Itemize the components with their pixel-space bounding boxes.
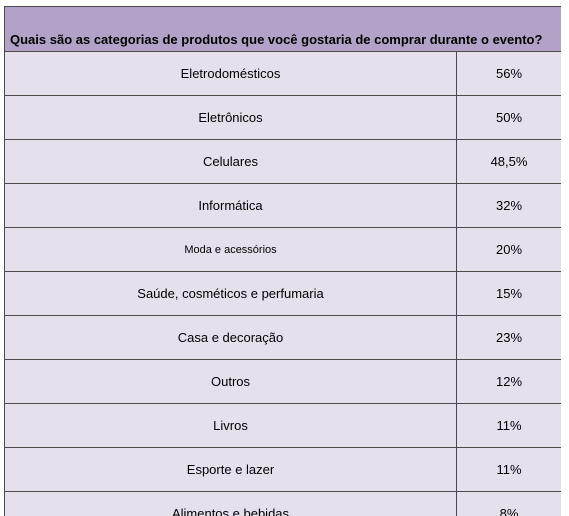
table-row: Esporte e lazer 11% [4, 447, 561, 492]
percent-cell: 8% [456, 491, 561, 516]
category-cell: Moda e acessórios [4, 227, 457, 272]
table-row: Celulares 48,5% [4, 139, 561, 184]
table-row: Saúde, cosméticos e perfumaria 15% [4, 271, 561, 316]
percent-cell: 11% [456, 403, 561, 448]
category-cell: Casa e decoração [4, 315, 457, 360]
category-cell: Esporte e lazer [4, 447, 457, 492]
table-row: Eletrodomésticos 56% [4, 51, 561, 96]
percent-cell: 20% [456, 227, 561, 272]
table-row: Moda e acessórios 20% [4, 227, 561, 272]
percent-cell: 32% [456, 183, 561, 228]
table-row: Outros 12% [4, 359, 561, 404]
percent-cell: 48,5% [456, 139, 561, 184]
table-header-row: Quais são as categorias de produtos que … [4, 6, 561, 52]
category-cell: Celulares [4, 139, 457, 184]
percent-cell: 50% [456, 95, 561, 140]
category-cell: Eletrônicos [4, 95, 457, 140]
survey-table-container: Quais são as categorias de produtos que … [4, 6, 561, 516]
category-cell: Livros [4, 403, 457, 448]
category-cell: Outros [4, 359, 457, 404]
table-header-question: Quais são as categorias de produtos que … [4, 6, 561, 52]
category-cell: Informática [4, 183, 457, 228]
table-row: Eletrônicos 50% [4, 95, 561, 140]
table-row: Informática 32% [4, 183, 561, 228]
table-row: Livros 11% [4, 403, 561, 448]
percent-cell: 15% [456, 271, 561, 316]
table-row: Alimentos e bebidas 8% [4, 491, 561, 516]
category-cell: Alimentos e bebidas [4, 491, 457, 516]
category-cell: Saúde, cosméticos e perfumaria [4, 271, 457, 316]
percent-cell: 11% [456, 447, 561, 492]
category-cell: Eletrodomésticos [4, 51, 457, 96]
percent-cell: 56% [456, 51, 561, 96]
percent-cell: 12% [456, 359, 561, 404]
percent-cell: 23% [456, 315, 561, 360]
survey-results-table: Quais são as categorias de produtos que … [4, 6, 561, 516]
table-row: Casa e decoração 23% [4, 315, 561, 360]
